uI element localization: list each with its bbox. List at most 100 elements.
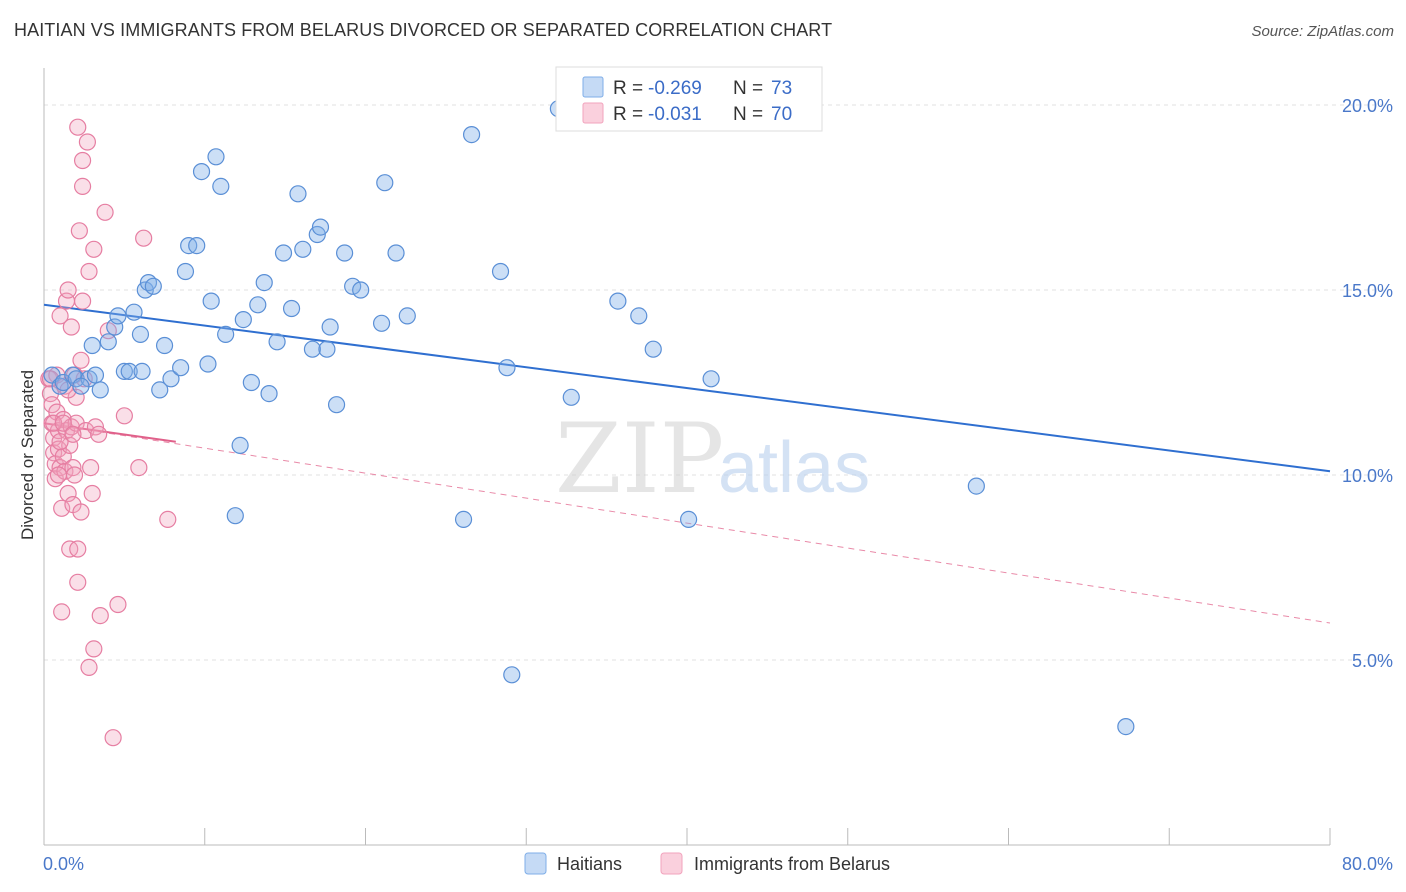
data-point-haitians <box>562 388 580 406</box>
data-point-belarus <box>61 436 79 454</box>
chart-title: HAITIAN VS IMMIGRANTS FROM BELARUS DIVOR… <box>14 20 833 40</box>
data-point-haitians <box>372 314 391 332</box>
bottom-legend-swatch-belarus <box>660 852 683 875</box>
data-point-belarus <box>72 351 90 369</box>
data-point-haitians <box>120 362 138 380</box>
data-point-haitians <box>352 281 370 299</box>
data-point-belarus <box>73 292 92 310</box>
bottom-legend-label-haitians: Haitians <box>557 854 622 874</box>
data-point-belarus <box>59 281 77 299</box>
trend-line-haitians <box>43 303 1331 473</box>
data-point-belarus <box>73 177 92 195</box>
data-point-belarus <box>115 407 133 425</box>
legend-swatch-belarus <box>582 102 604 124</box>
data-point-belarus <box>135 229 153 247</box>
data-point-belarus <box>53 499 71 517</box>
data-point-belarus <box>104 729 122 747</box>
data-point-haitians <box>274 244 293 262</box>
data-point-belarus <box>73 151 92 170</box>
data-point-haitians <box>255 274 273 292</box>
trend-line-belarus-dashed <box>43 422 1331 624</box>
legend-r-label-haitians: R = <box>613 78 643 99</box>
data-point-haitians <box>282 299 301 318</box>
legend-n-label-belarus: N = <box>733 104 763 125</box>
data-point-haitians <box>303 340 322 358</box>
data-point-haitians <box>630 307 648 325</box>
data-point-belarus <box>69 118 87 136</box>
data-point-haitians <box>125 303 143 321</box>
data-point-haitians <box>192 163 211 181</box>
y-tick-label: 20.0% <box>1342 96 1393 116</box>
bottom-legend-label-belarus: Immigrants from Belarus <box>694 854 890 874</box>
watermark: ZIP atlas <box>555 403 870 515</box>
data-point-haitians <box>172 359 190 377</box>
data-point-belarus <box>96 203 114 221</box>
data-point-haitians <box>249 296 267 314</box>
data-point-haitians <box>294 240 312 258</box>
legend-swatch-haitians <box>582 76 604 98</box>
data-point-haitians <box>311 218 330 236</box>
watermark-atlas: atlas <box>718 428 870 508</box>
y-tick-label: 5.0% <box>1352 651 1393 671</box>
data-point-belarus <box>83 484 101 503</box>
x-tick-label: 0.0% <box>43 854 84 874</box>
data-point-belarus <box>62 318 80 336</box>
data-point-haitians <box>217 325 235 343</box>
data-point-haitians <box>1117 717 1135 736</box>
tick-labels: 5.0% 10.0% 15.0% 20.0% 0.0% 80.0% <box>43 96 1393 874</box>
data-point-belarus <box>70 222 88 240</box>
legend-r-label-belarus: R = <box>613 104 643 125</box>
data-point-haitians <box>176 262 195 281</box>
data-point-haitians <box>680 510 698 529</box>
data-point-haitians <box>231 436 249 454</box>
top-legend: R = -0.269 N = 73 R = -0.031 N = 70 <box>555 66 823 132</box>
legend-n-value-belarus: 70 <box>771 104 792 125</box>
data-point-haitians <box>503 666 521 684</box>
data-point-belarus <box>91 606 109 625</box>
data-point-haitians <box>99 333 117 351</box>
data-point-belarus <box>77 422 95 440</box>
data-point-haitians <box>336 244 354 262</box>
data-point-belarus <box>64 425 82 443</box>
data-point-belarus <box>51 433 69 451</box>
data-point-haitians <box>498 359 516 377</box>
data-point-haitians <box>644 340 662 358</box>
data-point-belarus <box>80 262 98 281</box>
axes <box>43 68 1331 846</box>
data-point-haitians <box>86 366 105 384</box>
data-point-haitians <box>321 318 339 336</box>
data-point-haitians <box>106 318 124 336</box>
source-label: Source: ZipAtlas.com <box>1251 23 1394 40</box>
data-point-belarus <box>130 459 148 477</box>
data-point-belarus <box>78 133 97 151</box>
data-point-haitians <box>155 336 174 355</box>
data-point-haitians <box>702 370 720 388</box>
data-point-belarus <box>54 414 72 432</box>
legend-n-value-haitians: 73 <box>771 78 792 99</box>
data-point-belarus <box>82 459 100 477</box>
data-point-haitians <box>398 307 416 325</box>
data-point-belarus <box>49 466 68 484</box>
data-point-haitians <box>387 244 405 262</box>
data-point-belarus <box>53 603 71 621</box>
data-point-belarus <box>80 658 98 677</box>
bottom-legend-swatch-haitians <box>524 852 547 875</box>
data-point-belarus <box>45 414 63 432</box>
data-point-haitians <box>491 262 510 281</box>
data-point-haitians <box>454 510 473 529</box>
data-point-haitians <box>72 377 90 395</box>
data-point-haitians <box>226 507 244 525</box>
data-point-haitians <box>268 333 286 351</box>
data-point-haitians <box>133 362 151 380</box>
data-point-belarus <box>159 510 177 529</box>
data-point-haitians <box>144 277 162 295</box>
data-point-haitians <box>91 381 109 399</box>
data-point-haitians <box>151 381 169 399</box>
data-point-haitians <box>376 174 394 192</box>
data-point-haitians <box>609 292 627 310</box>
data-point-belarus <box>109 595 127 614</box>
data-point-belarus <box>69 573 87 591</box>
data-point-belarus <box>90 425 108 443</box>
data-point-haitians <box>83 336 101 355</box>
data-point-belarus <box>65 466 84 484</box>
